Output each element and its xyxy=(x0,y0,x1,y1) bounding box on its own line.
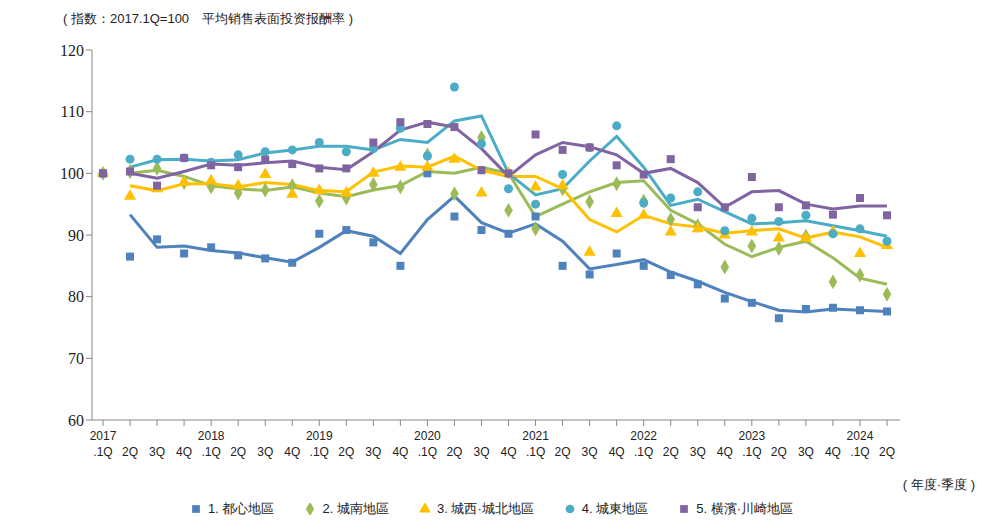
html-text:2. 城南地區: 2. 城南地區 xyxy=(322,501,389,516)
svg-text:3Q: 3Q xyxy=(149,445,165,459)
svg-text:60: 60 xyxy=(68,412,84,429)
svg-text:4Q: 4Q xyxy=(284,445,300,459)
svg-text:110: 110 xyxy=(61,103,84,120)
svg-text:4Q: 4Q xyxy=(609,445,625,459)
svg-text:2021.1Q: 2021.1Q xyxy=(522,429,549,459)
svg-text:2018.1Q: 2018.1Q xyxy=(198,429,225,459)
svg-text:2Q: 2Q xyxy=(879,445,895,459)
svg-text:3Q: 3Q xyxy=(582,445,598,459)
svg-text:2Q: 2Q xyxy=(555,445,571,459)
svg-text:2022.1Q: 2022.1Q xyxy=(630,429,657,459)
svg-text:3Q: 3Q xyxy=(798,445,814,459)
html-text:( 指数：2017.1Q=100 平均销售表面投资报酬率 ): ( 指数：2017.1Q=100 平均销售表面投资报酬率 ) xyxy=(63,11,353,26)
svg-text:2023.1Q: 2023.1Q xyxy=(738,429,765,459)
svg-text:3Q: 3Q xyxy=(690,445,706,459)
html-text:3. 城西·城北地區: 3. 城西·城北地區 xyxy=(436,501,534,516)
svg-text:4Q: 4Q xyxy=(825,445,841,459)
svg-text:90: 90 xyxy=(68,227,84,244)
html-text:1. 都心地區: 1. 都心地區 xyxy=(208,501,275,516)
svg-text:2024.1Q: 2024.1Q xyxy=(847,429,874,459)
svg-text:4Q: 4Q xyxy=(501,445,517,459)
html-text:( 年度·季度 ): ( 年度·季度 ) xyxy=(902,477,975,492)
svg-text:100: 100 xyxy=(60,165,84,182)
svg-text:2Q: 2Q xyxy=(771,445,787,459)
svg-text:70: 70 xyxy=(68,350,84,367)
svg-text:80: 80 xyxy=(68,288,84,305)
svg-text:2Q: 2Q xyxy=(338,445,354,459)
svg-text:2Q: 2Q xyxy=(663,445,679,459)
html-text:4. 城東地區: 4. 城東地區 xyxy=(581,501,649,516)
svg-text:4Q: 4Q xyxy=(176,445,192,459)
svg-text:2017.1Q: 2017.1Q xyxy=(90,429,117,459)
svg-text:120: 120 xyxy=(60,42,84,59)
svg-text:2Q: 2Q xyxy=(446,445,462,459)
svg-text:3Q: 3Q xyxy=(365,445,381,459)
svg-text:2020.1Q: 2020.1Q xyxy=(414,429,441,459)
svg-text:4Q: 4Q xyxy=(717,445,733,459)
svg-text:3Q: 3Q xyxy=(473,445,489,459)
svg-text:3Q: 3Q xyxy=(257,445,273,459)
svg-text:2019.1Q: 2019.1Q xyxy=(306,429,333,459)
svg-text:2Q: 2Q xyxy=(122,445,138,459)
svg-text:4Q: 4Q xyxy=(392,445,408,459)
html-text:5. 横濱·川崎地區: 5. 横濱·川崎地區 xyxy=(696,501,793,516)
svg-text:2Q: 2Q xyxy=(230,445,246,459)
